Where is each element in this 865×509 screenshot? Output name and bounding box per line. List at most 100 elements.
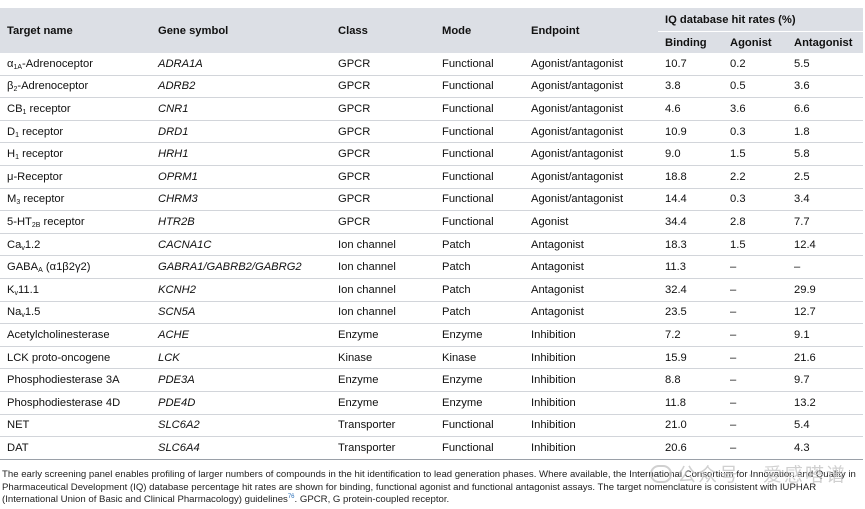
gene-symbol-cell: OPRM1 xyxy=(151,165,331,189)
table-row: Cav1.2 CACNA1C Ion channel Patch Antagonist 1… xyxy=(0,233,864,257)
class-cell: Ion channel xyxy=(331,255,435,279)
target-name-cell: GABAA (α1β2γ2) xyxy=(0,255,151,279)
target-name-suffix: receptor xyxy=(19,125,64,138)
antagonist-rate-cell: 1.8 xyxy=(787,120,864,144)
gene-symbol-cell: ADRA1A xyxy=(151,53,331,76)
agonist-rate-cell: 1.5 xyxy=(723,233,787,257)
target-name-suffix: receptor xyxy=(19,148,64,161)
agonist-rate-cell: – xyxy=(723,436,787,460)
mode-cell: Enzyme xyxy=(435,323,524,347)
binding-rate-cell: 8.8 xyxy=(658,368,723,392)
target-name-cell: DAT xyxy=(0,436,151,460)
target-name-cell: Kv11.1 xyxy=(0,278,151,302)
target-name-suffix: -Adrenoceptor xyxy=(22,57,93,70)
endpoint-cell: Inhibition xyxy=(524,414,658,438)
target-name: NET xyxy=(7,419,30,432)
target-name-cell: D1 receptor xyxy=(0,120,151,144)
target-name: α xyxy=(7,57,14,70)
target-name: Na xyxy=(7,306,22,319)
header-binding: Binding xyxy=(658,31,723,53)
mode-cell: Functional xyxy=(435,165,524,189)
gene-symbol-cell: HRH1 xyxy=(151,142,331,166)
table-row: Phosphodiesterase 3A PDE3A Enzyme Enzyme Inh… xyxy=(0,368,864,392)
target-name: K xyxy=(7,283,15,296)
antagonist-rate-cell: 3.4 xyxy=(787,188,864,212)
target-name: μ-Receptor xyxy=(7,170,63,183)
agonist-rate-cell: 2.2 xyxy=(723,165,787,189)
agonist-rate-cell: 1.5 xyxy=(723,142,787,166)
class-cell: GPCR xyxy=(331,188,435,212)
target-name: 5-HT xyxy=(7,215,32,228)
binding-rate-cell: 9.0 xyxy=(658,142,723,166)
header-class: Class xyxy=(331,8,435,53)
endpoint-cell: Agonist/antagonist xyxy=(524,165,658,189)
mode-cell: Functional xyxy=(435,210,524,234)
binding-rate-cell: 23.5 xyxy=(658,301,723,325)
binding-rate-cell: 18.8 xyxy=(658,165,723,189)
table-row: GABAA (α1β2γ2) GABRA1/GABRB2/GABRG2 Ion ch… xyxy=(0,255,864,279)
target-name: M xyxy=(7,193,17,206)
class-cell: GPCR xyxy=(331,210,435,234)
target-name-cell: M3 receptor xyxy=(0,188,151,212)
mode-cell: Functional xyxy=(435,97,524,121)
target-name-subscript: A xyxy=(38,267,43,275)
gene-symbol-cell: LCK xyxy=(151,346,331,370)
class-cell: Ion channel xyxy=(331,278,435,302)
target-name: H xyxy=(7,148,16,161)
mode-cell: Functional xyxy=(435,120,524,144)
endpoint-cell: Agonist/antagonist xyxy=(524,97,658,121)
antagonist-rate-cell: 7.7 xyxy=(787,210,864,234)
mode-cell: Functional xyxy=(435,75,524,99)
target-name: Acetylcholinesterase xyxy=(7,328,110,341)
agonist-rate-cell: – xyxy=(723,255,787,279)
antagonist-rate-cell: 9.7 xyxy=(787,368,864,392)
target-name: Ca xyxy=(7,238,22,251)
class-cell: Kinase xyxy=(331,346,435,370)
antagonist-rate-cell: 29.9 xyxy=(787,278,864,302)
mode-cell: Functional xyxy=(435,142,524,166)
table-row: Nav1.5 SCN5A Ion channel Patch Antagonist 23.… xyxy=(0,301,864,325)
target-name-subscript: 1A xyxy=(13,63,23,71)
endpoint-cell: Antagonist xyxy=(524,233,658,257)
class-cell: Ion channel xyxy=(331,301,435,325)
endpoint-cell: Inhibition xyxy=(524,436,658,460)
target-name-suffix: 1.5 xyxy=(24,306,41,319)
gene-symbol-cell: KCNH2 xyxy=(151,278,331,302)
header-endpoint: Endpoint xyxy=(524,8,658,53)
wechat-icon xyxy=(650,465,673,483)
antagonist-rate-cell: 2.5 xyxy=(787,165,864,189)
target-name-cell: 5-HT2B receptor xyxy=(0,210,151,234)
antagonist-rate-cell: 5.5 xyxy=(787,53,864,76)
binding-rate-cell: 20.6 xyxy=(658,436,723,460)
class-cell: GPCR xyxy=(331,120,435,144)
target-name: GABA xyxy=(7,261,39,274)
class-cell: Enzyme xyxy=(331,391,435,415)
caption-reference-link[interactable]: 76 xyxy=(287,494,295,501)
binding-rate-cell: 32.4 xyxy=(658,278,723,302)
binding-rate-cell: 10.7 xyxy=(658,53,723,76)
target-name-subscript: 1 xyxy=(15,154,19,162)
target-name: Phosphodiesterase 4D xyxy=(7,396,121,409)
endpoint-cell: Agonist/antagonist xyxy=(524,75,658,99)
class-cell: Ion channel xyxy=(331,233,435,257)
target-name: D xyxy=(7,125,16,138)
caption-text: The early screening panel enables profil… xyxy=(2,469,856,506)
table-caption: The early screening panel enables profil… xyxy=(2,469,862,507)
antagonist-rate-cell: 12.4 xyxy=(787,233,864,257)
target-name-subscript: 2B xyxy=(31,221,41,229)
gene-symbol-cell: GABRA1/GABRB2/GABRG2 xyxy=(151,255,331,279)
target-name-suffix: 1.2 xyxy=(24,238,41,251)
target-name-cell: β2-Adrenoceptor xyxy=(0,75,151,99)
mode-cell: Enzyme xyxy=(435,368,524,392)
class-cell: GPCR xyxy=(331,97,435,121)
target-name-suffix: receptor xyxy=(20,193,65,206)
table-row: D1 receptor DRD1 GPCR Functional Agonist/ant… xyxy=(0,120,864,144)
table-row: μ-Receptor OPRM1 GPCR Functional Agonist/ant… xyxy=(0,165,864,189)
antagonist-rate-cell: 3.6 xyxy=(787,75,864,99)
target-name-cell: α1A-Adrenoceptor xyxy=(0,53,151,76)
header-hit-rates-group: IQ database hit rates (%) xyxy=(658,8,864,32)
caption-text-end: . GPCR, G protein-coupled receptor. xyxy=(294,494,450,506)
binding-rate-cell: 34.4 xyxy=(658,210,723,234)
antagonist-rate-cell: 9.1 xyxy=(787,323,864,347)
endpoint-cell: Inhibition xyxy=(524,368,658,392)
